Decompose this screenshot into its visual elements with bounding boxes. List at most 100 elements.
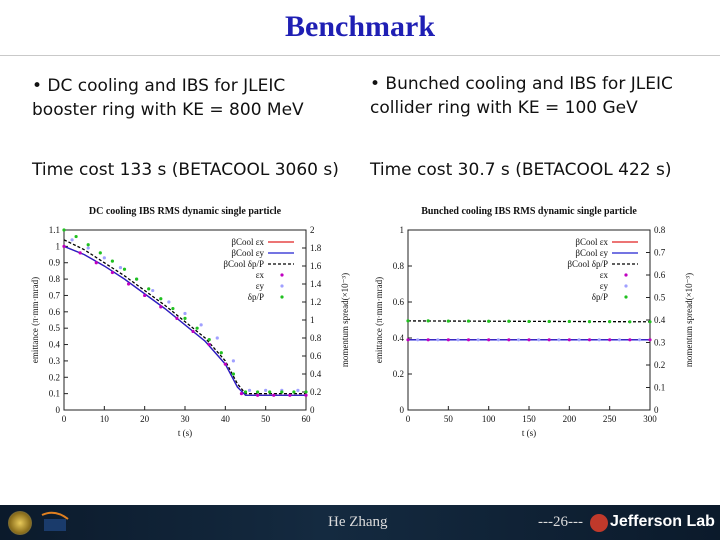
bunched-chart-ytick-label: 0.4 xyxy=(393,333,405,343)
dc-chart-point-3 xyxy=(191,329,195,334)
bunched-chart-point-4 xyxy=(537,338,541,342)
dc-chart-point-3 xyxy=(94,261,98,265)
dc-chart-ytick-label: 0.2 xyxy=(49,372,60,382)
bunched-chart-point-5 xyxy=(547,319,551,324)
bunched-chart-ytick-label: 0.2 xyxy=(393,369,404,379)
bunched-chart-ytick-label: 0.8 xyxy=(393,261,405,271)
dc-chart-point-3 xyxy=(78,251,82,255)
bunched-chart-y2tick-label: 0.2 xyxy=(654,360,665,370)
right-bullet-line1: • Bunched cooling and IBS for JLEIC xyxy=(370,74,673,94)
bunched-chart-ytick-label: 0 xyxy=(400,405,405,415)
dc-chart-legend-label: βCool εx xyxy=(231,237,264,247)
chart-dc-cooling-svg: DC cooling IBS RMS dynamic single partic… xyxy=(30,206,350,438)
bunched-chart-point-4 xyxy=(456,338,460,342)
bunched-chart-y2tick-label: 0.1 xyxy=(654,383,665,393)
bunched-chart-legend-marker xyxy=(624,273,628,277)
bunched-chart-point-4 xyxy=(416,338,420,342)
bunched-chart-y2tick-label: 0.3 xyxy=(654,338,666,348)
jefferson-lab-label: Jefferson Lab xyxy=(610,513,715,530)
dc-chart-point-3 xyxy=(126,282,131,286)
dc-chart-point-3 xyxy=(256,393,260,397)
bunched-chart-point-3 xyxy=(648,338,652,342)
bunched-chart-ylabel: emittance (π·mm·mrad) xyxy=(374,277,384,363)
bunched-chart-legend-label: εy xyxy=(600,281,609,291)
dc-chart-point-4 xyxy=(118,266,123,270)
bunched-chart-legend-marker xyxy=(624,284,628,288)
left-bullet-line2: booster ring with KE = 800 MeV xyxy=(32,100,304,120)
dc-chart-point-4 xyxy=(199,323,203,327)
dc-chart-y2tick-label: 1.2 xyxy=(310,297,321,307)
bunched-chart-xtick-label: 100 xyxy=(482,414,496,424)
dc-chart-xtick-label: 0 xyxy=(62,414,67,424)
bunched-chart-point-4 xyxy=(496,338,500,342)
bunched-chart-point-5 xyxy=(648,320,652,324)
dc-chart-xtick-label: 50 xyxy=(261,414,271,424)
bunched-chart-xtick-label: 200 xyxy=(563,414,577,424)
bunched-chart-xtick-label: 0 xyxy=(406,414,411,424)
dc-chart-point-5 xyxy=(159,297,163,301)
dc-chart-legend-label: εy xyxy=(256,281,265,291)
dc-chart-point-4 xyxy=(264,388,268,392)
dc-chart-point-5 xyxy=(243,390,248,394)
bunched-chart-y2tick-label: 0.7 xyxy=(654,248,666,258)
dc-chart-point-5 xyxy=(171,306,175,311)
bunched-chart-point-4 xyxy=(637,338,642,342)
bunched-chart-xtick-label: 300 xyxy=(643,414,657,424)
dc-chart-ytick-label: 0.4 xyxy=(49,340,61,350)
dc-chart-point-5 xyxy=(122,267,127,271)
dc-chart-ytick-label: 1 xyxy=(56,241,61,251)
left-bullet: • DC cooling and IBS for JLEIC booster r… xyxy=(32,74,304,122)
bunched-chart-legend-label: εx xyxy=(600,270,609,280)
bunched-chart-point-4 xyxy=(516,338,521,342)
dc-chart-legend-marker xyxy=(280,295,284,299)
bunched-chart-y2tick-label: 0.5 xyxy=(654,293,666,303)
dc-chart-ytick-label: 1.1 xyxy=(49,225,60,235)
bunched-chart-point-3 xyxy=(608,338,612,342)
bunched-chart-point-4 xyxy=(436,338,440,342)
dc-chart-point-5 xyxy=(219,351,223,355)
bunched-chart-legend-label: βCool δp/P xyxy=(567,259,608,269)
bunched-chart-point-4 xyxy=(557,338,561,342)
dc-chart-xtick-label: 40 xyxy=(221,414,231,424)
bunched-chart-y2tick-label: 0 xyxy=(654,405,659,415)
bunched-chart-point-5 xyxy=(426,319,430,323)
dc-chart-point-5 xyxy=(147,287,151,291)
dc-chart-point-3 xyxy=(159,305,163,309)
dc-chart-legend-label: βCool δp/P xyxy=(223,259,264,269)
bunched-chart-legend-label: βCool εy xyxy=(575,248,608,258)
bunched-chart-title: Bunched cooling IBS RMS dynamic single p… xyxy=(421,206,637,217)
right-bullet-line2: collider ring with KE = 100 GeV xyxy=(370,98,638,118)
dc-chart-point-5 xyxy=(280,390,284,394)
dc-chart-point-5 xyxy=(62,228,66,232)
bunched-chart-point-3 xyxy=(446,338,450,342)
footer-bar: He Zhang ---26--- Jefferson Lab xyxy=(0,505,720,540)
dc-chart-plot-frame xyxy=(63,229,307,411)
dc-chart-point-5 xyxy=(110,259,114,263)
dc-chart-y2tick-label: 1 xyxy=(310,315,315,325)
dc-chart-legend-marker xyxy=(280,284,284,288)
bunched-chart-point-3 xyxy=(527,338,531,342)
dc-chart-y2tick-label: 1.8 xyxy=(310,243,322,253)
dc-chart-point-3 xyxy=(239,392,244,396)
dc-chart-point-4 xyxy=(247,388,252,392)
dc-chart-point-5 xyxy=(195,326,199,330)
dc-chart-point-3 xyxy=(207,342,211,347)
dc-chart-point-3 xyxy=(304,393,308,397)
dc-chart-point-3 xyxy=(272,393,276,397)
jefferson-lab-logo-icon xyxy=(590,514,608,532)
presenter-name: He Zhang xyxy=(328,514,388,530)
dc-chart-xtick-label: 10 xyxy=(100,414,110,424)
dc-chart-point-4 xyxy=(231,359,235,363)
bunched-chart-point-4 xyxy=(617,338,621,342)
bunched-chart-point-5 xyxy=(507,319,511,323)
bunched-chart-point-3 xyxy=(547,338,551,342)
dc-chart-y2tick-label: 1.6 xyxy=(310,261,322,271)
dc-chart-y2tick-label: 0.6 xyxy=(310,351,322,361)
dc-chart-y2tick-label: 0 xyxy=(310,405,315,415)
bunched-chart-legend-label: δp/P xyxy=(592,292,608,302)
dc-chart-legend-label: δp/P xyxy=(248,292,264,302)
bunched-chart-y2tick-label: 0.8 xyxy=(654,225,666,235)
dc-chart-xtick-label: 30 xyxy=(181,414,191,424)
dc-chart-point-5 xyxy=(183,316,187,320)
bunched-chart-point-5 xyxy=(487,319,491,323)
